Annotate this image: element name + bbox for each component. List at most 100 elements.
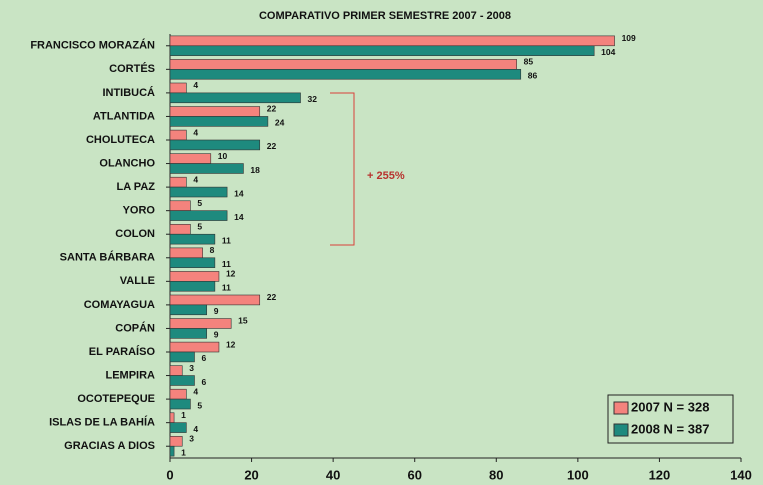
bar bbox=[169, 388, 187, 400]
value-label: 6 bbox=[201, 353, 206, 363]
value-label: 4 bbox=[193, 386, 198, 396]
y-tick-label: ATLANTIDA bbox=[93, 110, 155, 122]
value-label: 4 bbox=[193, 424, 198, 434]
x-tick-label: 0 bbox=[166, 467, 173, 482]
bar bbox=[169, 129, 187, 141]
bar bbox=[169, 294, 261, 306]
value-label: 1 bbox=[181, 447, 186, 457]
value-label: 11 bbox=[222, 283, 231, 293]
x-tick-label: 20 bbox=[244, 467, 258, 482]
bar bbox=[169, 176, 187, 188]
bar bbox=[169, 163, 244, 174]
value-label: 109 bbox=[622, 33, 636, 43]
y-tick-label: COLON bbox=[115, 228, 155, 240]
value-label: 9 bbox=[214, 306, 219, 316]
bar bbox=[169, 59, 517, 70]
bar bbox=[169, 200, 191, 211]
value-label: 1 bbox=[181, 410, 186, 420]
bar bbox=[169, 257, 216, 268]
bar bbox=[169, 106, 261, 117]
annotation: + 255% bbox=[367, 170, 405, 182]
y-tick-label: GRACIAS A DIOS bbox=[64, 440, 155, 452]
value-label: 5 bbox=[197, 198, 202, 208]
bar bbox=[169, 412, 175, 423]
value-label: 32 bbox=[308, 94, 318, 104]
bar bbox=[169, 445, 175, 457]
bar bbox=[169, 186, 228, 198]
value-label: 22 bbox=[267, 292, 277, 302]
y-tick-label: OCOTEPEQUE bbox=[77, 393, 155, 405]
value-label: 6 bbox=[201, 377, 206, 387]
value-label: 24 bbox=[275, 118, 285, 128]
bar bbox=[169, 351, 195, 363]
bar bbox=[169, 304, 208, 316]
value-label: 4 bbox=[193, 80, 198, 90]
value-label: 12 bbox=[226, 339, 236, 349]
value-label: 10 bbox=[218, 151, 228, 161]
y-tick-label: CHOLUTECA bbox=[86, 134, 155, 146]
bar bbox=[169, 247, 203, 259]
bar bbox=[169, 436, 183, 447]
bar bbox=[169, 422, 187, 433]
bracket bbox=[330, 92, 355, 246]
value-label: 15 bbox=[238, 316, 248, 326]
bar bbox=[169, 375, 195, 386]
bar bbox=[169, 365, 183, 376]
y-tick-label: OLANCHO bbox=[99, 157, 155, 169]
x-tick-label: 120 bbox=[649, 467, 671, 482]
y-tick-label: INTIBUCÁ bbox=[102, 86, 155, 99]
value-label: 4 bbox=[193, 174, 198, 184]
y-tick-label: LEMPIRA bbox=[106, 369, 156, 381]
bar bbox=[169, 210, 228, 221]
legend-label: 2008 N = 387 bbox=[631, 421, 709, 436]
bar bbox=[169, 69, 522, 80]
value-label: 85 bbox=[524, 57, 534, 67]
value-label: 8 bbox=[210, 245, 215, 255]
value-label: 22 bbox=[267, 104, 277, 114]
bar bbox=[169, 281, 216, 292]
value-label: 5 bbox=[197, 400, 202, 410]
bar bbox=[169, 82, 187, 94]
legend-swatch bbox=[613, 401, 629, 415]
bar bbox=[169, 153, 212, 164]
legend-box bbox=[607, 394, 734, 444]
value-label: 3 bbox=[189, 434, 194, 444]
value-label: 9 bbox=[214, 330, 219, 340]
y-tick-label: ISLAS DE LA BAHÍA bbox=[49, 416, 155, 429]
bar bbox=[169, 92, 301, 104]
y-tick-label: COMAYAGUA bbox=[84, 299, 155, 311]
y-tick-label: FRANCISCO MORAZÁN bbox=[30, 39, 155, 52]
bar bbox=[169, 271, 220, 282]
y-tick-label: VALLE bbox=[120, 275, 155, 287]
chart-title: COMPARATIVO PRIMER SEMESTRE 2007 - 2008 bbox=[259, 10, 511, 22]
bar bbox=[169, 328, 208, 339]
value-label: 104 bbox=[601, 47, 615, 57]
bar bbox=[169, 318, 232, 329]
y-tick-label: LA PAZ bbox=[117, 181, 156, 193]
value-label: 3 bbox=[189, 363, 194, 373]
legend-label: 2007 N = 328 bbox=[631, 399, 709, 414]
x-tick-label: 140 bbox=[730, 467, 752, 482]
x-tick-label: 100 bbox=[567, 467, 589, 482]
x-tick-label: 60 bbox=[407, 467, 421, 482]
y-tick-label: EL PARAÍSO bbox=[89, 345, 156, 358]
value-label: 14 bbox=[234, 212, 244, 222]
bar bbox=[169, 116, 269, 127]
y-tick-label: SANTA BÁRBARA bbox=[60, 251, 155, 264]
value-label: 18 bbox=[250, 165, 260, 175]
value-label: 86 bbox=[528, 71, 538, 81]
value-label: 5 bbox=[197, 222, 202, 232]
value-label: 4 bbox=[193, 127, 198, 137]
value-label: 22 bbox=[267, 141, 277, 151]
bar bbox=[169, 139, 261, 151]
value-label: 11 bbox=[222, 259, 231, 269]
bar bbox=[169, 35, 615, 47]
y-tick-label: COPÁN bbox=[115, 321, 155, 334]
value-label: 14 bbox=[234, 188, 244, 198]
bar bbox=[169, 398, 191, 410]
bar bbox=[169, 233, 216, 245]
x-tick-label: 40 bbox=[326, 467, 340, 482]
x-tick-label: 80 bbox=[489, 467, 503, 482]
y-tick-label: YORO bbox=[123, 205, 156, 217]
